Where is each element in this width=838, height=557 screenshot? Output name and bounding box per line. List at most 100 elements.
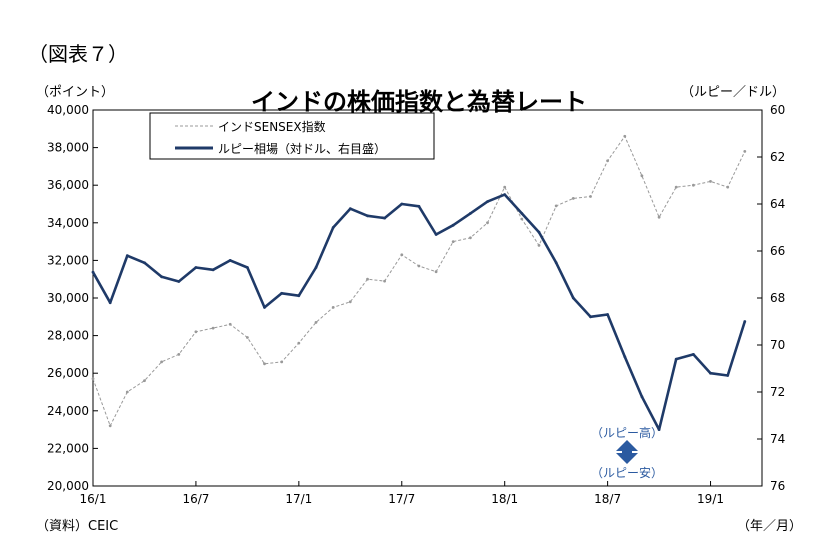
sensex-point [503,185,507,189]
sensex-point [640,174,644,178]
sensex-point [160,360,164,364]
rupee-point [520,212,524,215]
left-tick-label: 22,000 [47,441,89,455]
rupee-annotation: （ルピー高） （ルピー安） [591,425,663,480]
right-tick-label: 72 [770,385,785,399]
rupee-point [246,266,249,269]
right-tick-label: 60 [770,103,785,117]
rupee-point [177,280,181,283]
rupee-point [331,226,335,229]
rupee-point [228,259,232,262]
left-tick-label: 26,000 [47,366,89,380]
chart-title: インドの株価指数と為替レート [251,88,587,116]
rupee-point [348,207,352,211]
sensex-point [606,159,609,163]
sensex-point [469,236,472,240]
rupee-point [108,301,112,305]
rupee-point [434,233,438,236]
right-tick-label: 62 [770,150,785,164]
left-tick-label: 24,000 [47,404,89,418]
annotation-rupee-high: （ルピー高） [591,425,663,440]
sensex-point [331,306,335,309]
legend-box [149,112,435,160]
sensex-point [520,217,524,221]
sensex-point [108,424,112,428]
rupee-line [91,193,747,431]
sensex-point [486,221,489,225]
rupee-point [314,266,318,269]
right-tick-label: 74 [770,432,785,446]
arrow-down-icon [616,453,638,464]
sensex-point [366,277,369,281]
annotation-rupee-low: （ルピー安） [591,465,663,480]
rupee-point [263,306,266,309]
left-tick-label: 36,000 [47,178,89,192]
sensex-point [589,195,592,198]
sensex-point [125,390,129,394]
rupee-point [571,296,575,300]
x-tick-label: 16/1 [80,492,107,506]
sensex-point [91,377,95,381]
sensex-point [348,300,352,304]
left-tick-label: 20,000 [47,479,89,493]
sensex-point [194,330,198,334]
rupee-point [537,230,541,234]
sensex-point [726,185,730,189]
sensex-line [92,135,746,427]
sensex-point [657,215,661,219]
rupee-point [366,214,369,218]
rupee-point [451,223,455,227]
left-tick-label: 40,000 [47,103,89,117]
rupee-point [657,428,661,431]
rupee-point [417,204,421,208]
rupee-point [125,254,129,258]
rupee-point [640,395,644,399]
arrow-shaft [622,450,632,454]
x-tick-label: 18/1 [491,492,518,506]
rupee-point [709,371,712,375]
x-tick-label: 17/7 [388,492,415,506]
rupee-point [211,268,215,272]
sensex-point [177,353,181,356]
rupee-point [743,320,747,323]
sensex-point [297,341,301,345]
sensex-point [246,336,249,339]
sensex-point [554,204,558,208]
rupee-point [674,357,678,361]
source-note: （資料）CEIC [36,519,119,534]
rupee-point [400,202,404,206]
sensex-point [263,362,266,366]
sensex-point [314,321,318,324]
sensex-point [537,244,541,247]
left-tick-label: 32,000 [47,253,89,267]
sensex-point [143,379,146,383]
rupee-point [469,212,472,215]
sensex-series [91,134,747,428]
sensex-point [383,279,386,283]
legend-rupee-label: ルピー相場（対ドル、右目盛） [218,141,386,156]
left-tick-label: 34,000 [47,216,89,230]
left-tick-label: 30,000 [47,291,89,305]
rupee-point [486,200,489,204]
rupee-point [726,374,730,377]
legend-sensex-label: インドSENSEX指数 [218,119,326,134]
left-tick-label: 38,000 [47,141,89,155]
right-tick-label: 70 [770,338,785,352]
rupee-point [554,261,558,265]
rupee-point [194,266,198,269]
x-tick-label: 19/1 [697,492,724,506]
sensex-point [709,180,712,183]
sensex-point [400,253,404,257]
sensex-point [280,360,284,364]
rupee-point [606,313,609,316]
left-axis-unit: （ポイント） [36,85,115,100]
figure-label: （図表７） [28,42,128,66]
sensex-point [743,150,747,153]
axes: 20,000 22,000 24,000 26,000 28,000 30,000 32,0… [47,103,785,506]
rupee-point [503,193,507,197]
rupee-point [280,291,284,295]
sensex-point [434,270,438,274]
arrow-up-icon [616,440,638,451]
